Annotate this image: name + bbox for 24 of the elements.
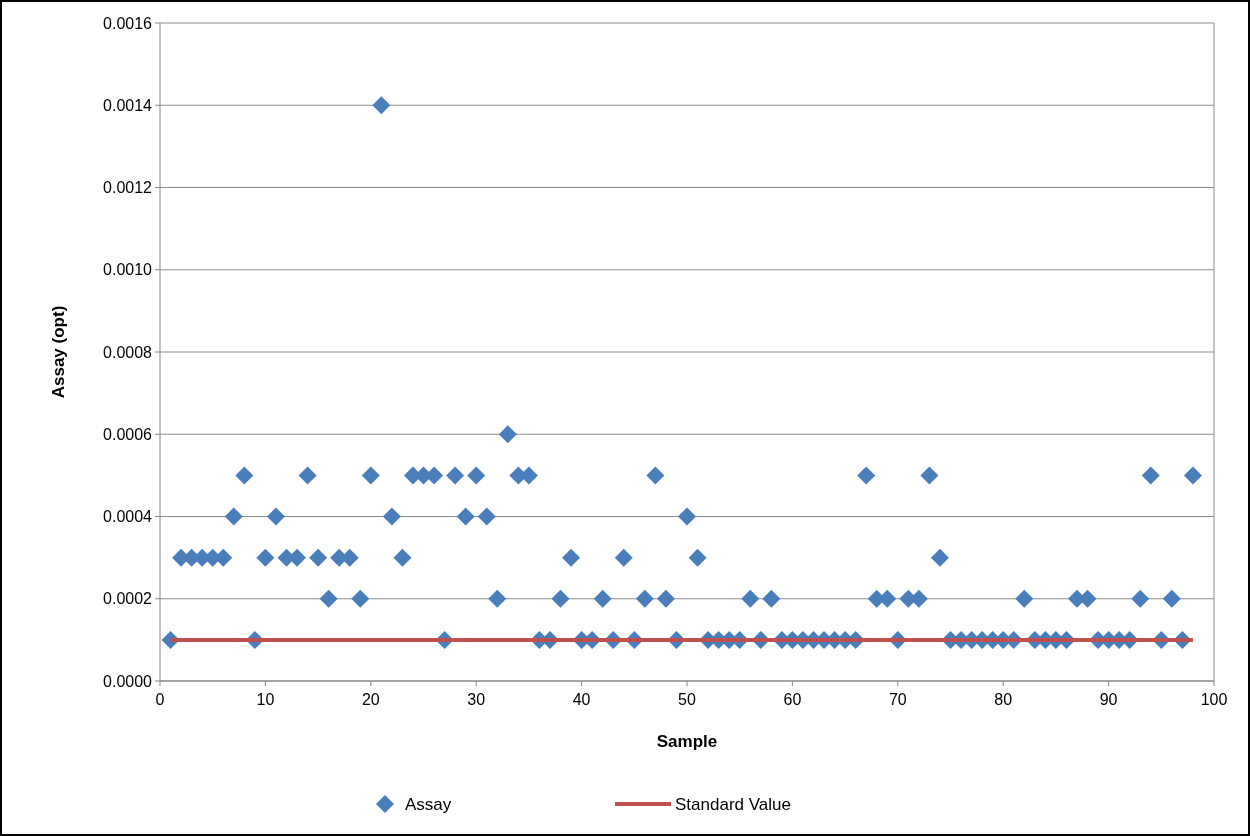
x-axis-title: Sample [656, 732, 718, 751]
x-tick-label: 0 [155, 691, 165, 708]
y-tick-label: 0.0010 [103, 261, 153, 279]
x-tick-label: 100 [1200, 691, 1228, 708]
legend-label: Assay [405, 794, 452, 814]
y-tick-label: 0.0004 [103, 508, 153, 526]
x-tick-label: 60 [783, 691, 802, 708]
x-tick-label: 40 [572, 691, 591, 708]
y-tick-label: 0.0000 [103, 672, 153, 690]
y-tick-label: 0.0002 [103, 590, 153, 608]
legend-label: Standard Value [675, 794, 791, 814]
y-axis-title: Assay (opt) [49, 305, 68, 399]
x-tick-label: 20 [361, 691, 380, 708]
y-tick-label: 0.0016 [103, 14, 153, 32]
x-tick-label: 70 [888, 691, 907, 708]
y-tick-label: 0.0014 [103, 96, 153, 114]
y-tick-label: 0.0012 [103, 179, 153, 197]
y-tick-label: 0.0006 [103, 425, 153, 443]
x-tick-label: 10 [256, 691, 275, 708]
x-tick-label: 50 [678, 691, 696, 708]
x-tick-label: 80 [994, 691, 1013, 708]
y-tick-label: 0.0008 [103, 343, 153, 361]
x-tick-label: 90 [1099, 691, 1118, 708]
x-tick-label: 30 [467, 691, 486, 708]
